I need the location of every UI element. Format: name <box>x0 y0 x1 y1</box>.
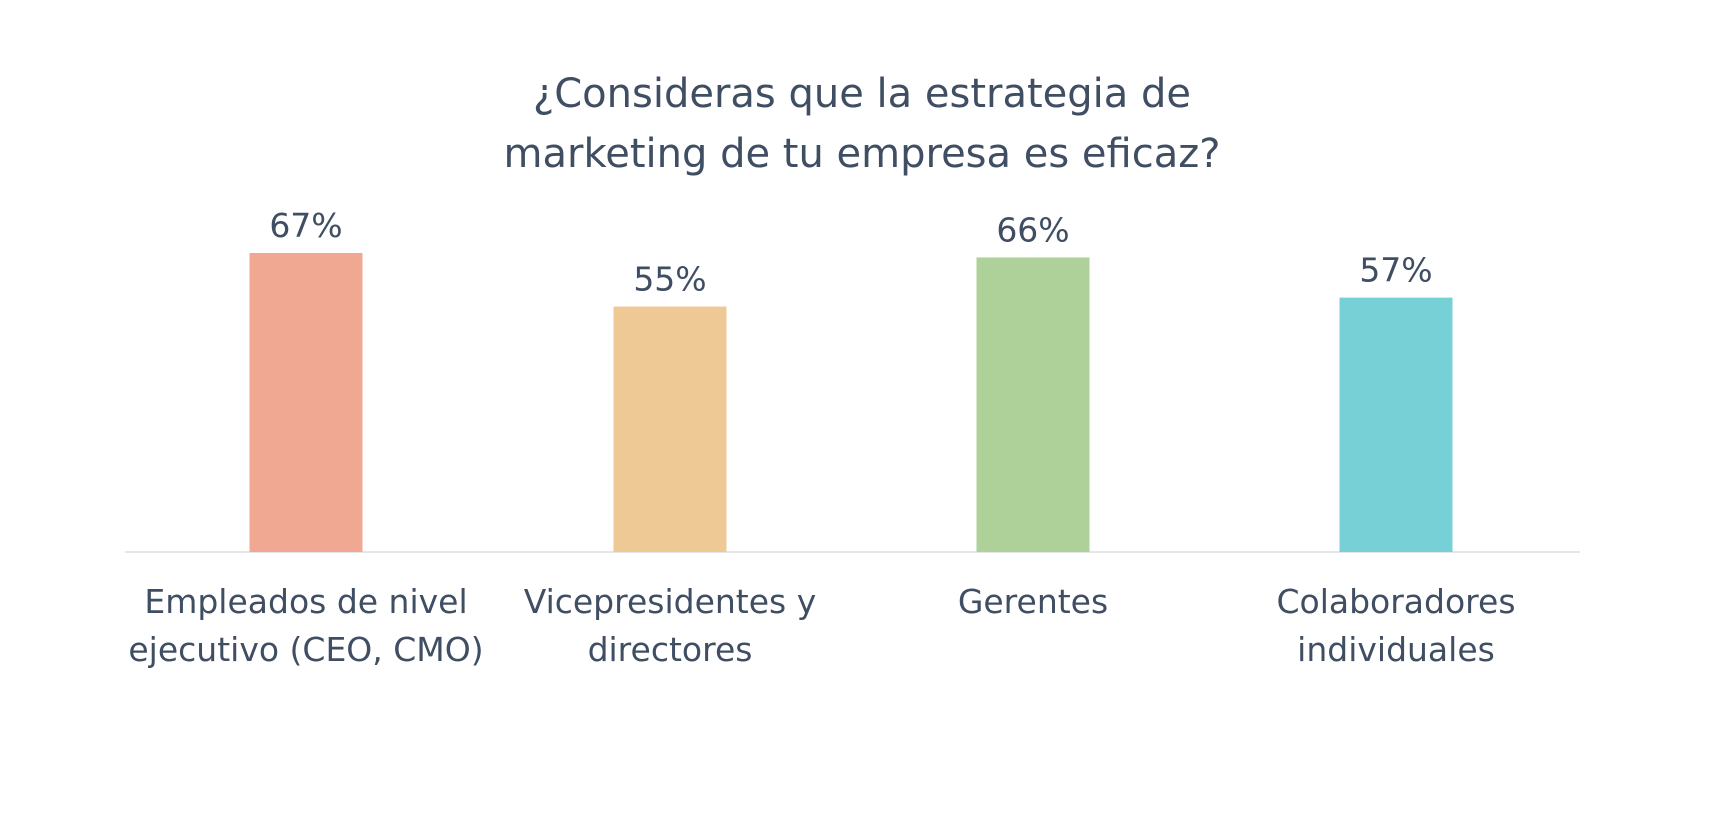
category-label-2-line-2: directores <box>588 630 753 669</box>
bar-value-label-1: 67% <box>269 206 342 245</box>
category-label-1-line-2: ejecutivo (CEO, CMO) <box>128 630 483 669</box>
bar-2 <box>613 306 727 552</box>
category-label-4-line-1: Colaboradores <box>1276 582 1515 621</box>
bar-3 <box>976 257 1090 552</box>
chart-title: ¿Consideras que la estrategia de marketi… <box>0 64 1724 184</box>
bar-value-label-4: 57% <box>1359 251 1432 290</box>
category-label-3-line-1: Gerentes <box>958 582 1108 621</box>
bar-value-label-2: 55% <box>633 260 706 299</box>
bar-4 <box>1339 297 1453 552</box>
category-label-2-line-1: Vicepresidentes y <box>524 582 817 621</box>
bar-1 <box>249 253 363 552</box>
bar-value-label-3: 66% <box>996 210 1069 249</box>
chart-title-line-2: marketing de tu empresa es eficaz? <box>503 131 1221 177</box>
category-label-1-line-1: Empleados de nivel <box>144 582 467 621</box>
chart-title-line-1: ¿Consideras que la estrategia de <box>533 71 1191 117</box>
category-label-4-line-2: individuales <box>1297 630 1495 669</box>
